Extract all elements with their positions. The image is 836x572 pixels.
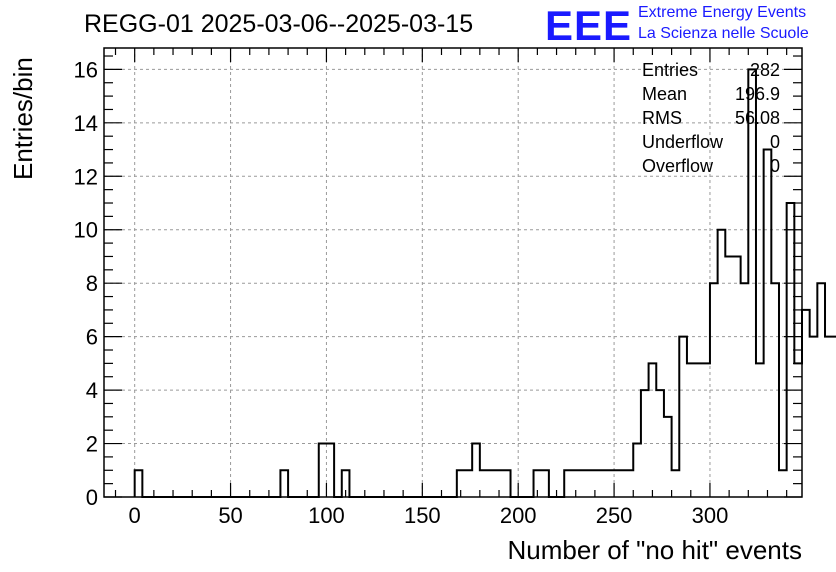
stat-label: Underflow	[642, 132, 724, 152]
eee-logo: EEE	[545, 2, 633, 49]
tick-labels: 0 50 100 150 200 250 300 0 2 4 6 8 10 12 14 16	[74, 57, 729, 528]
x-tick-label: 0	[129, 503, 141, 528]
stat-label: Mean	[642, 84, 688, 104]
stat-row-underflow: Underflow 0	[642, 130, 780, 154]
y-tick-label: 6	[86, 325, 98, 350]
axis-ticks	[104, 48, 802, 498]
logo-line-2: La Scienza nelle Scuole	[638, 25, 809, 42]
y-tick-label: 14	[74, 111, 98, 136]
y-tick-label: 4	[86, 378, 98, 403]
stat-value: 282	[749, 60, 780, 80]
stat-label: Overflow	[642, 156, 714, 176]
y-tick-label: 12	[74, 164, 98, 189]
stat-row-rms: RMS 56.08	[642, 106, 780, 130]
x-tick-label: 150	[404, 503, 441, 528]
x-tick-label: 250	[596, 503, 633, 528]
y-axis-label: Entries/bin	[8, 57, 38, 180]
histogram-line	[133, 68, 836, 498]
stat-value: 0	[769, 132, 780, 152]
logo-line-1: Extreme Energy Events	[638, 4, 807, 21]
x-tick-label: 300	[692, 503, 729, 528]
y-tick-label: 10	[74, 218, 98, 243]
stats-box: Entries 282 Mean 196.9 RMS 56.08 Underfl…	[642, 58, 780, 178]
x-tick-label: 100	[308, 503, 345, 528]
stat-label: Entries	[642, 60, 699, 80]
stat-label: RMS	[642, 108, 682, 128]
y-tick-label: 0	[86, 485, 98, 510]
y-tick-label: 8	[86, 271, 98, 296]
chart-title: REGG-01 2025-03-06--2025-03-15	[84, 10, 474, 38]
stat-value: 56.08	[734, 108, 780, 128]
stat-row-mean: Mean 196.9	[642, 82, 780, 106]
x-axis-label: Number of "no hit" events	[507, 535, 803, 565]
x-tick-label: 50	[218, 503, 242, 528]
plot-frame	[103, 47, 803, 498]
stat-row-entries: Entries 282	[642, 58, 780, 82]
y-tick-label: 16	[74, 57, 98, 82]
stat-row-overflow: Overflow 0	[642, 154, 780, 178]
grid	[104, 48, 802, 498]
y-tick-label: 2	[86, 432, 98, 457]
stat-value: 0	[769, 156, 780, 176]
x-tick-label: 200	[500, 503, 537, 528]
stat-value: 196.9	[734, 84, 780, 104]
